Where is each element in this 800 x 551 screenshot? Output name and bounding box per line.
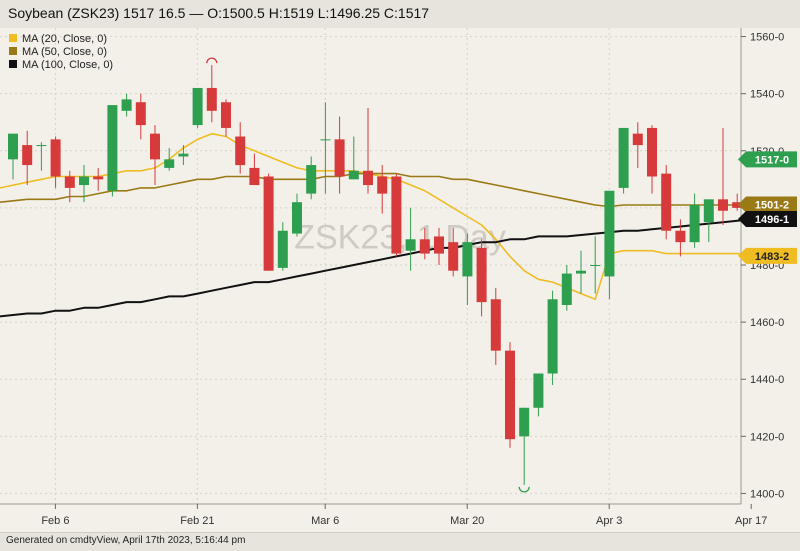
candle-body	[448, 242, 459, 271]
price-badge	[738, 247, 797, 264]
y-axis: 1400-01420-01440-01460-01480-01500-01520…	[740, 28, 800, 532]
y-tick-label: 1420-0	[750, 431, 784, 443]
x-tick-label: Feb 21	[180, 515, 214, 527]
candle-body	[661, 173, 672, 231]
candle-body	[64, 176, 75, 188]
candle-body	[249, 167, 260, 186]
candle-body	[192, 87, 203, 126]
candle-body	[462, 242, 473, 277]
candle-body	[519, 407, 530, 437]
high-marker	[206, 57, 218, 64]
x-tick-label: Feb 6	[41, 515, 69, 527]
candle-body	[8, 133, 18, 160]
price-badge-label: 1517-0	[755, 154, 789, 166]
candle-body	[377, 176, 388, 194]
legend-swatch	[9, 47, 17, 55]
y-tick-label: 1440-0	[750, 374, 784, 386]
candle-body	[348, 170, 359, 180]
candle-body	[476, 247, 487, 303]
legend: MA (20, Close, 0)MA (50, Close, 0)MA (10…	[9, 33, 113, 71]
price-badge-label: 1496-1	[755, 214, 789, 226]
x-tick-label: Mar 20	[450, 515, 484, 527]
x-tick-label: Apr 3	[596, 515, 622, 527]
candle-body	[718, 199, 728, 211]
price-badge	[738, 196, 797, 213]
low-marker	[518, 486, 530, 493]
y-axis-panel	[741, 28, 800, 532]
title-bar: Soybean (ZSK23) 1517 16.5 — O:1500.5 H:1…	[0, 0, 800, 29]
candle-body	[292, 202, 302, 234]
candle-body	[576, 270, 586, 274]
candle-body	[263, 176, 274, 271]
candle-body	[703, 199, 714, 223]
candle-body	[150, 133, 160, 160]
candle-body	[334, 139, 345, 177]
candle-body	[235, 136, 246, 166]
candle-body	[178, 153, 189, 157]
x-axis: Feb 6 Feb 21 Mar 6 Mar 20 Apr 3 Apr 17	[0, 503, 767, 532]
chart-title: Soybean (ZSK23) 1517 16.5 — O:1500.5 H:1…	[8, 5, 430, 21]
candle-body	[391, 176, 402, 254]
x-tick-label: Apr 17	[735, 515, 767, 527]
candle-body	[561, 273, 572, 305]
candle-body	[490, 299, 501, 351]
candle-body	[22, 145, 33, 166]
candle-body	[533, 373, 544, 408]
candle-body	[107, 105, 118, 191]
plot-background	[0, 28, 741, 504]
candle-body	[164, 159, 175, 168]
candle-body	[590, 265, 601, 266]
candle-body	[221, 102, 231, 128]
high-low-markers	[206, 57, 530, 493]
candle-body	[675, 230, 686, 243]
y-tick-label: 1560-0	[750, 32, 784, 44]
footer: Generated on cmdtyView, April 17th 2023,…	[0, 532, 800, 551]
price-badge-label: 1501-2	[755, 199, 789, 211]
price-badge-label: 1483-2	[755, 251, 789, 263]
legend-swatch	[9, 34, 17, 42]
candle-body	[505, 350, 515, 440]
price-badge	[738, 151, 797, 168]
candle-body	[405, 239, 416, 251]
footer-text: Generated on cmdtyView, April 17th 2023,…	[6, 535, 246, 546]
candle-body	[632, 133, 643, 146]
ma-line	[0, 218, 755, 318]
legend-entry: MA (20, Close, 0)	[22, 33, 107, 45]
candle-body	[93, 176, 104, 180]
legend-entry: MA (50, Close, 0)	[22, 46, 107, 58]
candle-body	[121, 99, 132, 111]
candle-body	[363, 170, 373, 186]
candle-body	[647, 127, 657, 177]
candle-body	[36, 145, 47, 147]
candle-body	[206, 87, 217, 111]
candles	[8, 65, 757, 485]
candle-body	[277, 230, 288, 268]
legend-entry: MA (100, Close, 0)	[22, 59, 113, 71]
grid-lines	[0, 28, 752, 504]
candle-body	[135, 102, 146, 126]
candle-body	[306, 165, 317, 194]
y-tick-label: 1400-0	[750, 488, 784, 500]
candle-body	[547, 299, 558, 374]
candle-body	[434, 236, 444, 254]
candle-body	[618, 127, 629, 188]
candle-body	[50, 139, 61, 177]
price-badges: 1517-0 1501-2 1496-1 1483-2	[738, 151, 797, 264]
y-tick-label: 1540-0	[750, 89, 784, 101]
candle-body	[604, 190, 615, 277]
x-tick-label: Mar 6	[311, 515, 339, 527]
candle-body	[320, 139, 331, 141]
candle-body	[79, 176, 89, 186]
price-badge	[738, 211, 797, 228]
candle-body	[419, 239, 430, 254]
legend-swatch	[9, 60, 17, 68]
candle-body	[732, 202, 743, 208]
y-tick-label: 1460-0	[750, 317, 784, 329]
candle-body	[689, 205, 700, 243]
x-axis-panel	[0, 504, 741, 532]
candlestick-chart[interactable]: ZSK23, 1 Day MA (20, Close, 0)MA (50, Cl…	[0, 28, 800, 532]
